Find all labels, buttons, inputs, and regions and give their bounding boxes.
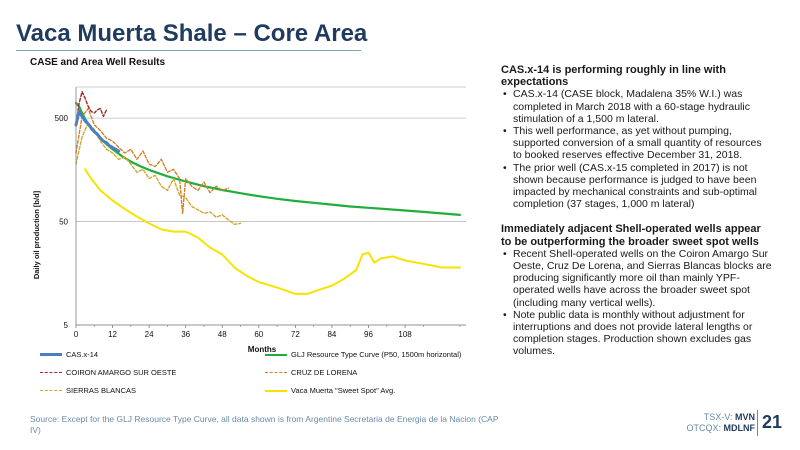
x-tick-label: 36 <box>181 330 190 339</box>
ticker-otc-label: OTCQX: <box>686 423 721 433</box>
ticker-tsx-label: TSX-V: <box>703 412 733 422</box>
chart-grid <box>76 86 466 326</box>
legend-label: GLJ Resource Type Curve (P50, 1500m hori… <box>291 350 462 359</box>
page-number: 21 <box>762 412 783 432</box>
source-note: Source: Except for the GLJ Resource Type… <box>30 414 499 435</box>
legend-label: COIRON AMARGO SUR OESTE <box>66 368 177 377</box>
chart-subtitle: CASE and Area Well Results <box>30 57 166 68</box>
list-item: The prior well (CAS.x-15 completed in 20… <box>503 162 773 211</box>
commentary-list-1: CAS.x-14 (CASE block, Madalena 35% W.I.)… <box>501 88 773 210</box>
legend-item: SIERRAS BLANCAS <box>40 386 136 395</box>
ticker-tsx-symbol: MVN <box>735 412 755 422</box>
legend-swatch <box>40 390 62 391</box>
series-line <box>74 101 461 216</box>
ticker-otc-symbol: MDLNF <box>723 423 756 433</box>
chart-axes: 5 50 500 0 12 24 36 48 60 72 84 96 108 <box>55 87 466 339</box>
x-tick-label: 24 <box>145 330 154 339</box>
y-tick-label: 50 <box>59 218 68 227</box>
footer-divider <box>757 410 758 436</box>
legend-item: GLJ Resource Type Curve (P50, 1500m hori… <box>265 350 461 359</box>
x-tick-label: 12 <box>108 330 117 339</box>
series-line <box>75 91 108 127</box>
x-axis-label: Months <box>248 345 277 354</box>
x-tick-label: 108 <box>398 330 412 339</box>
legend-swatch <box>265 353 287 356</box>
y-axis-label: Daily oil production [b/d] <box>32 190 41 279</box>
series-line <box>74 110 121 153</box>
chart-series <box>74 91 461 295</box>
x-tick-label: 0 <box>74 330 79 339</box>
chart-legend: CAS.x-14 GLJ Resource Type Curve (P50, 15… <box>40 350 490 400</box>
legend-label: CAS.x-14 <box>66 350 99 359</box>
page-title: Vaca Muerta Shale – Core Area <box>16 20 368 47</box>
y-tick-label: 5 <box>64 321 69 330</box>
commentary-panel: CAS.x-14 is performing roughly in line w… <box>501 64 773 358</box>
legend-label: SIERRAS BLANCAS <box>66 386 137 395</box>
ticker-info: TSX-V: MVN OTCQX: MDLNF <box>665 412 755 434</box>
legend-label: CRUZ DE LORENA <box>291 368 358 377</box>
commentary-heading-1: CAS.x-14 is performing roughly in line w… <box>501 64 726 89</box>
x-tick-label: 84 <box>327 330 336 339</box>
legend-label: Vaca Muerta "Sweet Spot" Avg. <box>291 386 396 395</box>
legend-item: Vaca Muerta "Sweet Spot" Avg. <box>265 386 395 395</box>
series-line <box>75 107 229 215</box>
list-item: Recent Shell-operated wells on the Coiro… <box>503 248 773 309</box>
x-tick-label: 48 <box>218 330 227 339</box>
series-line <box>84 168 461 295</box>
list-item: Note public data is monthly without adju… <box>503 309 773 358</box>
title-divider <box>16 50 361 51</box>
list-item: CAS.x-14 (CASE block, Madalena 35% W.I.)… <box>503 88 773 125</box>
legend-swatch <box>40 353 62 356</box>
legend-item: CAS.x-14 <box>40 350 98 359</box>
x-tick-label: 96 <box>364 330 373 339</box>
list-item: This well performance, as yet without pu… <box>503 125 773 162</box>
commentary-heading-2: Immediately adjacent Shell-operated well… <box>501 223 761 248</box>
production-chart: 5 50 500 0 12 24 36 48 60 72 84 96 108 Months Daily … <box>32 86 466 354</box>
legend-swatch <box>40 372 62 373</box>
x-tick-label: 72 <box>291 330 300 339</box>
commentary-list-2: Recent Shell-operated wells on the Coiro… <box>501 248 773 358</box>
series-line <box>75 122 242 225</box>
legend-swatch <box>265 372 287 373</box>
x-tick-label: 60 <box>254 330 263 339</box>
legend-item: CRUZ DE LORENA <box>265 368 357 377</box>
y-tick-label: 500 <box>55 114 69 123</box>
legend-item: COIRON AMARGO SUR OESTE <box>40 368 176 377</box>
legend-swatch <box>265 389 287 392</box>
